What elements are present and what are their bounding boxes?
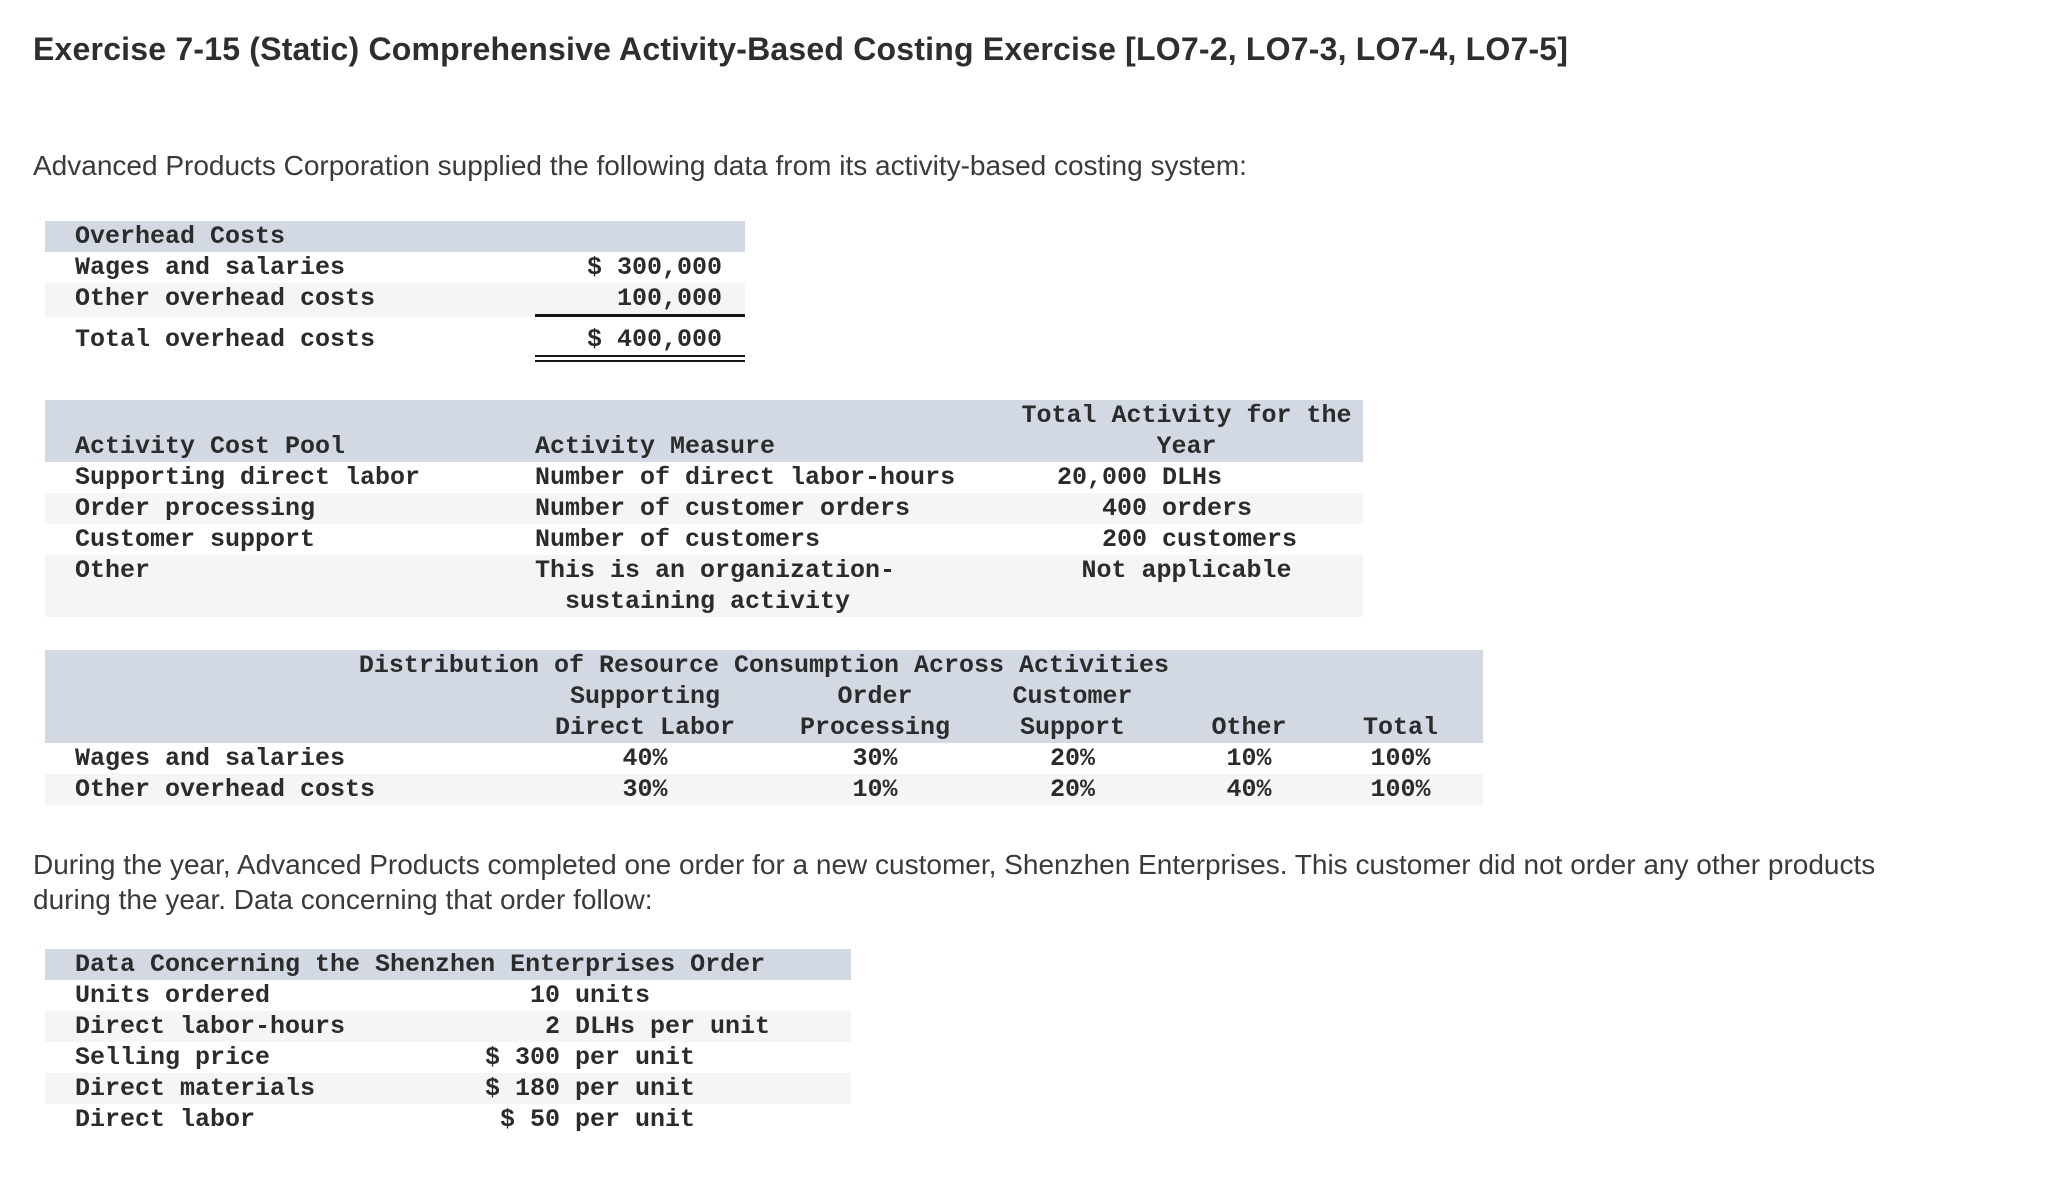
measure-cell: Number of direct labor-hours: [535, 463, 956, 492]
quantity-cell: 200: [1101, 525, 1147, 554]
column-header-measure: Activity Measure: [535, 432, 776, 461]
table-header-row: Data Concerning the Shenzhen Enterprises…: [45, 949, 851, 980]
column-header: Total: [1362, 713, 1438, 742]
unit-cell: DLHs per unit: [575, 1012, 771, 1041]
pool-cell: Other: [75, 556, 151, 585]
percent-cell: 40%: [1226, 775, 1272, 804]
table-row: Order processing Number of customer orde…: [45, 493, 1363, 524]
percent-cell: 30%: [852, 744, 898, 773]
activity-cost-pool-table: Total Activity for the Activity Cost Poo…: [45, 400, 1363, 617]
column-header: Processing: [799, 713, 951, 742]
overhead-costs-table: Overhead Costs Wages and salaries $ 300,…: [45, 221, 745, 362]
pool-cell: Order processing: [75, 494, 316, 523]
total-amount: $ 400,000: [535, 324, 745, 362]
unit-cell: DLHs: [1162, 463, 1223, 492]
percent-cell: 10%: [852, 775, 898, 804]
column-header-pool: Activity Cost Pool: [75, 432, 346, 461]
table-row: Other overhead costs 30% 10% 20% 40% 100…: [45, 774, 1483, 805]
measure-cell: This is an organization- sustaining acti…: [535, 556, 896, 616]
row-label: Selling price: [75, 1043, 271, 1072]
table-row: Wages and salaries 40% 30% 20% 10% 100%: [45, 743, 1483, 774]
column-header: Order: [837, 682, 913, 711]
column-header: Support: [1019, 713, 1126, 742]
total-label: Total overhead costs: [75, 325, 376, 354]
row-label: Other overhead costs: [75, 284, 376, 313]
value-cell: $ 50: [499, 1105, 560, 1134]
column-header: Direct Labor: [554, 713, 736, 742]
distribution-title: Distribution of Resource Consumption Acr…: [358, 651, 1170, 680]
unit-cell: customers: [1162, 525, 1298, 554]
percent-cell: 20%: [1049, 744, 1095, 773]
table-header-band: Distribution of Resource Consumption Acr…: [45, 650, 1483, 743]
shenzhen-order-table: Data Concerning the Shenzhen Enterprises…: [45, 949, 851, 1135]
table-row: Direct materials $ 180 per unit: [45, 1073, 851, 1104]
table-header-band: Total Activity for the Activity Cost Poo…: [45, 400, 1363, 462]
table-header-label: Data Concerning the Shenzhen Enterprises…: [75, 950, 766, 979]
row-label: Units ordered: [75, 981, 271, 1010]
value-cell: $ 300: [484, 1043, 560, 1072]
row-label: Wages and salaries: [75, 744, 346, 773]
exercise-title: Exercise 7-15 (Static) Comprehensive Act…: [33, 31, 1569, 67]
percent-cell: 100%: [1370, 775, 1431, 804]
unit-cell: orders: [1162, 494, 1253, 523]
quantity-cell: 20,000: [1056, 463, 1147, 492]
column-header: [1318, 681, 1483, 712]
intro-paragraph: Advanced Products Corporation supplied t…: [33, 150, 1247, 181]
column-header: [1180, 681, 1318, 712]
row-label: Other overhead costs: [75, 775, 376, 804]
table-row: Wages and salaries $ 300,000: [45, 252, 745, 283]
unit-cell: units: [575, 981, 651, 1010]
row-label: Direct labor: [75, 1105, 256, 1134]
unit-cell: per unit: [575, 1105, 696, 1134]
note-cell: Not applicable: [1081, 556, 1292, 585]
distribution-table: Distribution of Resource Consumption Acr…: [45, 650, 1483, 805]
measure-cell: Number of customers: [535, 525, 821, 554]
value-cell: $ 180: [484, 1074, 560, 1103]
row-amount: 100,000: [535, 283, 745, 317]
pool-cell: Supporting direct labor: [75, 463, 421, 492]
pool-cell: Customer support: [75, 525, 316, 554]
column-header: Customer: [1012, 682, 1133, 711]
value-cell: 2: [544, 1012, 560, 1041]
percent-cell: 30%: [622, 775, 668, 804]
table-total-row: Total overhead costs $ 400,000: [45, 324, 745, 362]
table-header-label: Overhead Costs: [75, 222, 286, 251]
table-row: Supporting direct labor Number of direct…: [45, 462, 1363, 493]
table-row: Other overhead costs 100,000: [45, 283, 745, 317]
table-row: Other This is an organization- sustainin…: [45, 555, 1363, 617]
table-row: Units ordered 10 units: [45, 980, 851, 1011]
unit-cell: per unit: [575, 1074, 696, 1103]
table-row: Direct labor $ 50 per unit: [45, 1104, 851, 1135]
table-row: Customer support Number of customers 200…: [45, 524, 1363, 555]
percent-cell: 20%: [1049, 775, 1095, 804]
row-label: Wages and salaries: [75, 253, 346, 282]
column-header: Supporting: [569, 682, 721, 711]
row-label: Direct labor-hours: [75, 1012, 346, 1041]
row-amount: $ 300,000: [586, 253, 722, 282]
percent-cell: 40%: [622, 744, 668, 773]
narrative-paragraph: During the year, Advanced Products compl…: [33, 849, 1876, 915]
column-header-year: Year: [1156, 432, 1217, 461]
column-header: Other: [1211, 713, 1287, 742]
value-cell: 10: [529, 981, 560, 1010]
unit-cell: per unit: [575, 1043, 696, 1072]
measure-cell: Number of customer orders: [535, 494, 911, 523]
percent-cell: 10%: [1226, 744, 1272, 773]
column-header-total-activity: Total Activity for the: [1021, 401, 1352, 430]
table-header-row: Overhead Costs: [45, 221, 745, 252]
table-row: Selling price $ 300 per unit: [45, 1042, 851, 1073]
table-row: Direct labor-hours 2 DLHs per unit: [45, 1011, 851, 1042]
row-label: Direct materials: [75, 1074, 316, 1103]
percent-cell: 100%: [1370, 744, 1431, 773]
quantity-cell: 400: [1101, 494, 1147, 523]
